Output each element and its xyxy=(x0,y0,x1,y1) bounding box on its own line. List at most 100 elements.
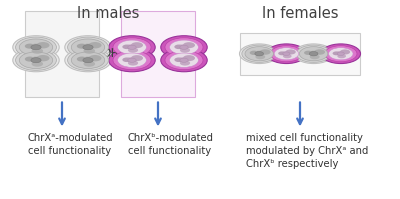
Circle shape xyxy=(84,48,95,54)
Circle shape xyxy=(77,57,87,62)
Circle shape xyxy=(131,55,143,61)
Circle shape xyxy=(321,44,360,63)
Circle shape xyxy=(328,48,353,60)
Circle shape xyxy=(267,44,306,63)
Circle shape xyxy=(242,45,276,62)
Circle shape xyxy=(165,38,203,57)
Circle shape xyxy=(180,44,187,48)
Circle shape xyxy=(340,49,350,55)
Text: ChrXᵇ-modulated
cell functionality: ChrXᵇ-modulated cell functionality xyxy=(128,133,214,156)
Circle shape xyxy=(71,39,105,56)
Circle shape xyxy=(16,37,56,58)
Circle shape xyxy=(113,38,151,57)
FancyBboxPatch shape xyxy=(25,11,99,97)
Circle shape xyxy=(250,51,258,55)
Circle shape xyxy=(260,49,271,55)
Text: In females: In females xyxy=(262,6,338,21)
Circle shape xyxy=(122,58,132,62)
Circle shape xyxy=(309,52,318,56)
Circle shape xyxy=(256,51,263,54)
Circle shape xyxy=(296,45,331,62)
Circle shape xyxy=(113,51,151,70)
Circle shape xyxy=(183,55,195,61)
Circle shape xyxy=(13,36,59,59)
Circle shape xyxy=(32,43,40,48)
Circle shape xyxy=(128,48,138,53)
Circle shape xyxy=(170,53,198,67)
Circle shape xyxy=(283,54,292,58)
Circle shape xyxy=(310,54,320,59)
Circle shape xyxy=(161,36,207,59)
Circle shape xyxy=(128,57,135,60)
Circle shape xyxy=(278,51,286,55)
Circle shape xyxy=(83,45,93,50)
Text: In males: In males xyxy=(77,6,139,21)
Circle shape xyxy=(19,52,53,68)
Circle shape xyxy=(19,39,53,56)
Circle shape xyxy=(84,61,95,67)
Circle shape xyxy=(68,37,108,58)
Text: mixed cell functionality
modulated by ChrXᵃ and
ChrXᵇ respectively: mixed cell functionality modulated by Ch… xyxy=(246,133,368,169)
Circle shape xyxy=(109,36,155,59)
Circle shape xyxy=(131,42,143,48)
Circle shape xyxy=(337,54,346,58)
Circle shape xyxy=(84,43,92,48)
Circle shape xyxy=(310,51,317,54)
Circle shape xyxy=(16,50,56,70)
Circle shape xyxy=(128,58,136,62)
Circle shape xyxy=(77,44,87,49)
Circle shape xyxy=(240,44,279,63)
Circle shape xyxy=(274,48,299,60)
Circle shape xyxy=(332,51,340,55)
Circle shape xyxy=(128,60,138,66)
Circle shape xyxy=(68,50,108,70)
Circle shape xyxy=(180,60,190,66)
Circle shape xyxy=(325,46,357,62)
Circle shape xyxy=(170,40,198,54)
Circle shape xyxy=(180,48,190,53)
Circle shape xyxy=(65,49,111,72)
Circle shape xyxy=(36,55,50,61)
Circle shape xyxy=(245,47,273,61)
Circle shape xyxy=(300,47,328,61)
Text: OR: OR xyxy=(100,47,120,60)
Circle shape xyxy=(174,45,184,49)
Circle shape xyxy=(255,54,265,59)
Circle shape xyxy=(65,36,111,59)
FancyBboxPatch shape xyxy=(121,11,195,97)
Circle shape xyxy=(255,52,264,56)
Circle shape xyxy=(294,44,333,63)
Circle shape xyxy=(183,42,195,48)
Circle shape xyxy=(283,51,289,54)
Circle shape xyxy=(338,51,343,54)
Circle shape xyxy=(286,49,296,55)
Circle shape xyxy=(32,61,43,67)
Circle shape xyxy=(283,52,290,56)
Circle shape xyxy=(31,45,41,50)
Circle shape xyxy=(13,49,59,72)
Text: ChrXᵃ-modulated
cell functionality: ChrXᵃ-modulated cell functionality xyxy=(28,133,114,156)
Circle shape xyxy=(270,46,302,62)
Circle shape xyxy=(304,51,313,55)
Circle shape xyxy=(88,55,102,61)
Circle shape xyxy=(180,57,187,60)
Circle shape xyxy=(122,45,132,49)
Circle shape xyxy=(180,58,188,62)
Circle shape xyxy=(71,52,105,68)
Circle shape xyxy=(32,48,43,54)
Circle shape xyxy=(109,49,155,72)
Circle shape xyxy=(180,45,188,49)
Circle shape xyxy=(83,58,93,63)
Circle shape xyxy=(128,44,135,48)
Circle shape xyxy=(84,56,92,60)
Circle shape xyxy=(118,53,146,67)
Circle shape xyxy=(88,42,102,49)
Circle shape xyxy=(174,58,184,62)
Circle shape xyxy=(165,51,203,70)
Circle shape xyxy=(25,57,35,62)
Circle shape xyxy=(31,58,41,63)
Circle shape xyxy=(314,49,325,55)
Circle shape xyxy=(25,44,35,49)
Circle shape xyxy=(337,52,344,56)
Circle shape xyxy=(118,40,146,54)
